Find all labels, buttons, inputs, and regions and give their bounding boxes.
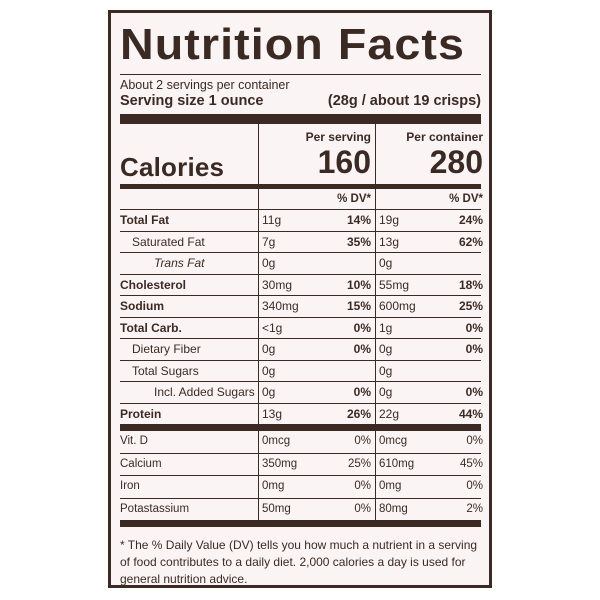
- thick-divider: [120, 114, 481, 124]
- servings-per-container: About 2 servings per container: [120, 78, 290, 92]
- footnote: * The % Daily Value (DV) tells you how m…: [120, 538, 478, 586]
- dv-header-container: % DV*: [375, 189, 487, 209]
- vitamin-row-calcium: Calcium 350mg 25% 610mg 45%: [120, 452, 483, 475]
- calories-label: Calories: [120, 152, 225, 182]
- nutrient-row-total-fat: Total Fat 11g 14% 19g 24%: [120, 210, 483, 231]
- serving-size-label: Serving size 1 ounce: [120, 93, 264, 109]
- nutrient-row-total-carb: Total Carb. <1g 0% 1g 0%: [120, 316, 483, 338]
- nutrient-row-sodium: Sodium 340mg 15% 600mg 25%: [120, 295, 483, 317]
- serving-size-row: Serving size 1 ounce (28g / about 19 cri…: [120, 93, 481, 110]
- vitamins-divider: [120, 424, 481, 431]
- nutrition-facts-label: Nutrition Facts About 2 servings per con…: [108, 10, 492, 588]
- nutrient-row-trans-fat: Trans Fat 0g 0g: [120, 252, 481, 274]
- dv-header-row: % DV* % DV*: [120, 189, 483, 209]
- title-rule: [120, 74, 481, 75]
- label-title: Nutrition Facts: [120, 20, 465, 69]
- nutrient-row-saturated-fat: Saturated Fat 7g 35% 13g 62%: [120, 230, 483, 252]
- dv-header-serving: % DV*: [258, 189, 375, 209]
- nutrient-row-cholesterol: Cholesterol 30mg 10% 55mg 18%: [120, 273, 483, 295]
- serving-size-value: (28g / about 19 crisps): [327, 93, 481, 109]
- per-serving-header: Per serving: [305, 130, 371, 144]
- calories-row: Calories Per serving 160 Per container 2…: [120, 124, 483, 184]
- nutrient-row-protein: Protein 13g 26% 22g 44%: [120, 402, 483, 424]
- vitamin-row-vit-d: Vit. D 0mcg 0% 0mcg 0%: [120, 431, 483, 453]
- nutrient-row-total-sugars: Total Sugars 0g 0g: [120, 359, 481, 381]
- nutrient-row-added-sugars: Incl. Added Sugars 0g 0% 0g 0%: [120, 381, 483, 403]
- calories-per-serving: 160: [317, 144, 371, 180]
- vitamin-row-potassium: Potastassium 50mg 0% 80mg 2%: [120, 497, 483, 520]
- vitamin-row-iron: Iron 0mg 0% 0mg 0%: [120, 475, 483, 498]
- nutrient-row-dietary-fiber: Dietary Fiber 0g 0% 0g 0%: [120, 338, 483, 360]
- per-container-header: Per container: [406, 130, 483, 144]
- calories-divider: [120, 184, 481, 189]
- footnote-divider: [120, 520, 481, 527]
- calories-per-container: 280: [429, 144, 483, 180]
